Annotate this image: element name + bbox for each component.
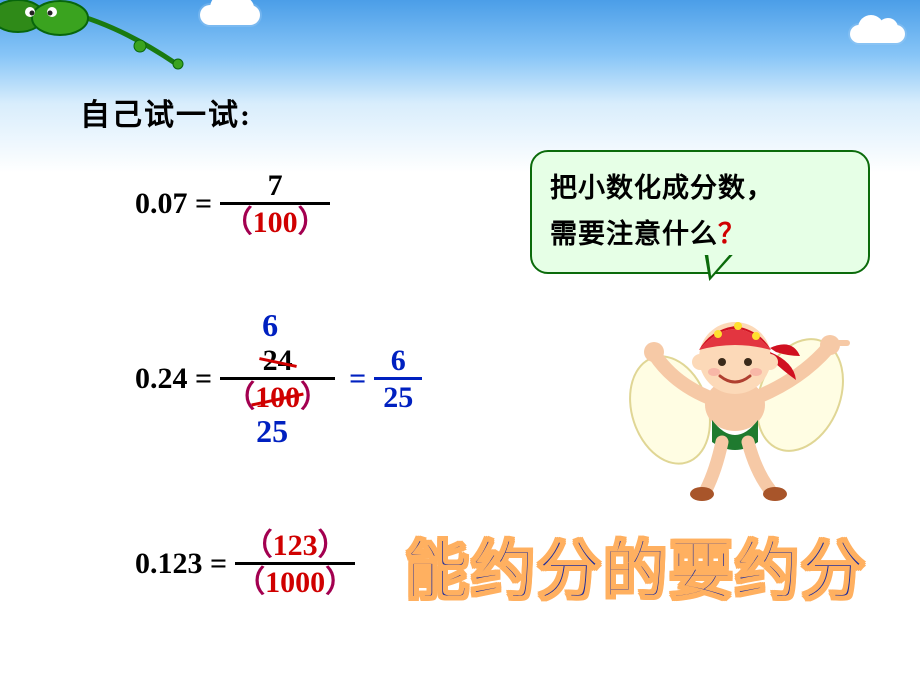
eq2-new-denominator: 25 [256,413,288,450]
emphasis-text: 能约分的要约分 [405,520,867,612]
speech-line2: 需要注意什么 [550,219,718,249]
eq2-result-num: 6 [374,345,422,377]
speech-line1: 把小数化成分数， [550,173,774,203]
cloud-decoration [200,5,260,25]
equation-2: 0.24 = 6 24 （100） 25 = 6 25 [135,345,422,413]
eq1-lhs: 0.07 = [135,187,212,221]
eq2-result-den: 25 [374,377,422,414]
vine-decoration [0,0,190,88]
eq1-denominator: （100） [220,202,330,239]
cloud-decoration [850,25,905,43]
speech-qmark: ？ [718,219,746,249]
eq2-old-numerator: 24 [220,345,335,377]
speech-bubble: 把小数化成分数， 需要注意什么？ [530,150,870,274]
eq2-old-denominator: （100） [220,377,335,414]
eq2-lhs: 0.24 = [135,362,212,396]
eq2-equals: = [349,362,366,396]
eq3-lhs: 0.123 = [135,547,227,581]
page-title: 自己试一试: [80,90,252,134]
eq1-numerator: 7 [220,170,330,202]
equation-3: 0.123 = （123） （1000） [135,530,355,598]
eq3-numerator: （123） [235,530,355,562]
eq3-denominator: （1000） [235,562,355,599]
equation-1: 0.07 = 7 （100） [135,170,330,238]
eq2-new-numerator: 6 [262,307,278,344]
boy-character [620,290,860,510]
